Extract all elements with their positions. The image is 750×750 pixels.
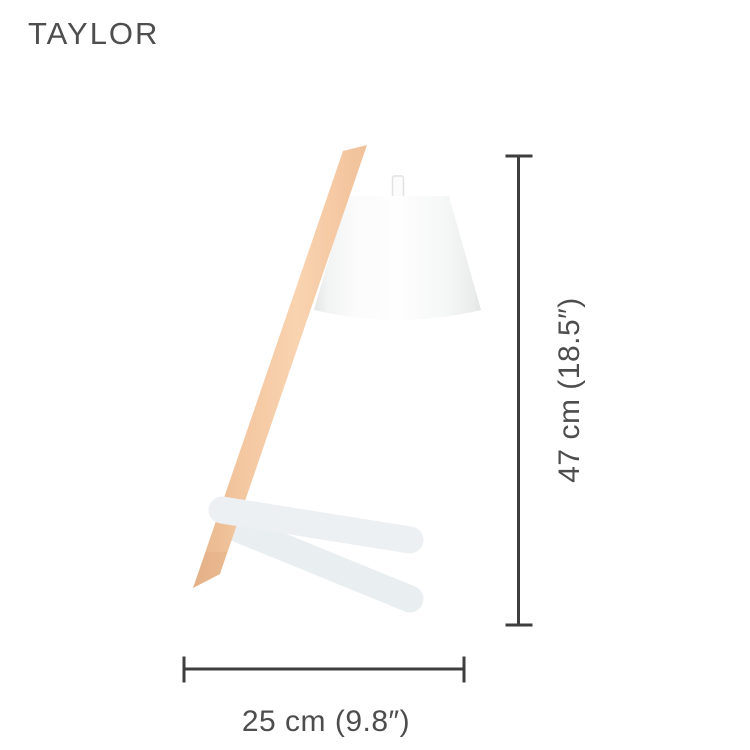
- lampshade: [314, 196, 481, 320]
- product-title: TAYLOR: [28, 16, 160, 51]
- width-dimension: [182, 656, 466, 683]
- wood-pole: [193, 145, 367, 588]
- width-dimension-label: 25 cm (9.8″): [241, 705, 411, 738]
- height-dimension: [505, 154, 533, 627]
- height-dimension-label: 47 cm (18.5″): [553, 297, 586, 483]
- lamp-foot-back: [222, 514, 424, 613]
- wood-pole-tip-shadow: [193, 552, 227, 588]
- lamp-illustration: [193, 145, 481, 613]
- lamp-foot-front: [208, 496, 424, 554]
